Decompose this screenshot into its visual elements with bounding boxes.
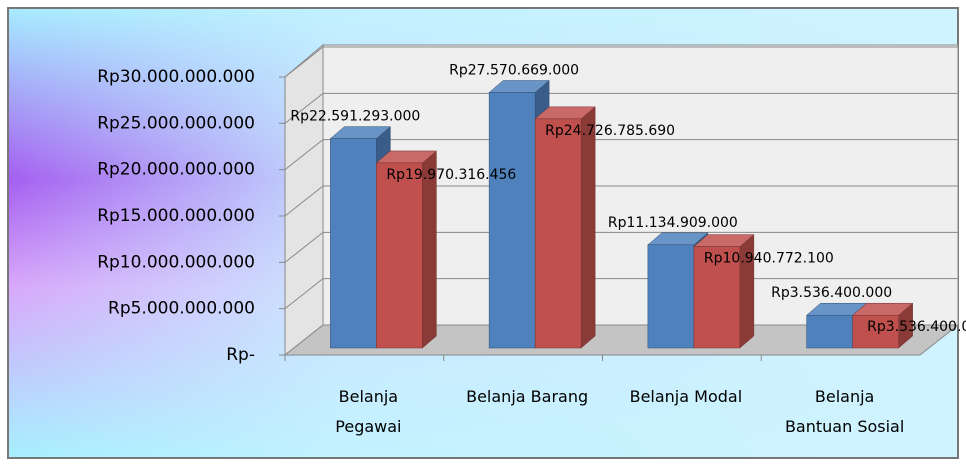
data-label: Rp27.570.669.000 <box>449 63 579 79</box>
bar <box>806 314 853 349</box>
y-tick-label: Rp5.000.000.000 <box>108 299 255 319</box>
bar <box>376 162 423 349</box>
y-tick-label: Rp10.000.000.000 <box>97 252 255 272</box>
data-label: Rp3.536.400.000 <box>771 285 892 301</box>
data-label: Rp11.134.909.000 <box>608 215 738 231</box>
bar <box>330 138 377 349</box>
grid-line <box>284 278 324 310</box>
data-label: Rp3.536.400.000 <box>867 319 966 335</box>
y-tick-label: Rp- <box>226 345 255 365</box>
grid-line <box>284 139 324 171</box>
grid-line <box>284 185 324 217</box>
x-tick-label: Belanja Pegawai <box>335 387 402 436</box>
bar <box>534 118 582 349</box>
bar <box>647 244 695 349</box>
data-label: Rp19.970.316.456 <box>386 167 516 183</box>
floor <box>283 324 960 356</box>
bar <box>693 246 741 349</box>
y-tick-label: Rp25.000.000.000 <box>97 113 255 133</box>
bar-side <box>580 106 596 349</box>
grid-line <box>284 231 324 263</box>
side-wall <box>284 43 324 357</box>
x-tick-label: Belanja Modal <box>629 387 743 406</box>
y-tick-label: Rp20.000.000.000 <box>97 160 255 180</box>
grid-line <box>284 46 324 78</box>
data-label: Rp24.726.785.690 <box>545 123 675 139</box>
x-tick-label: Belanja Bantuan Sosial <box>784 387 905 436</box>
data-label: Rp22.591.293.000 <box>290 109 420 125</box>
bar <box>488 92 536 349</box>
grid-line <box>284 92 324 124</box>
data-label: Rp10.940.772.100 <box>704 251 834 267</box>
y-tick-label: Rp15.000.000.000 <box>97 206 255 226</box>
y-tick-label: Rp30.000.000.000 <box>97 67 255 87</box>
bar <box>852 314 899 349</box>
x-tick-label: Belanja Barang <box>466 387 589 406</box>
